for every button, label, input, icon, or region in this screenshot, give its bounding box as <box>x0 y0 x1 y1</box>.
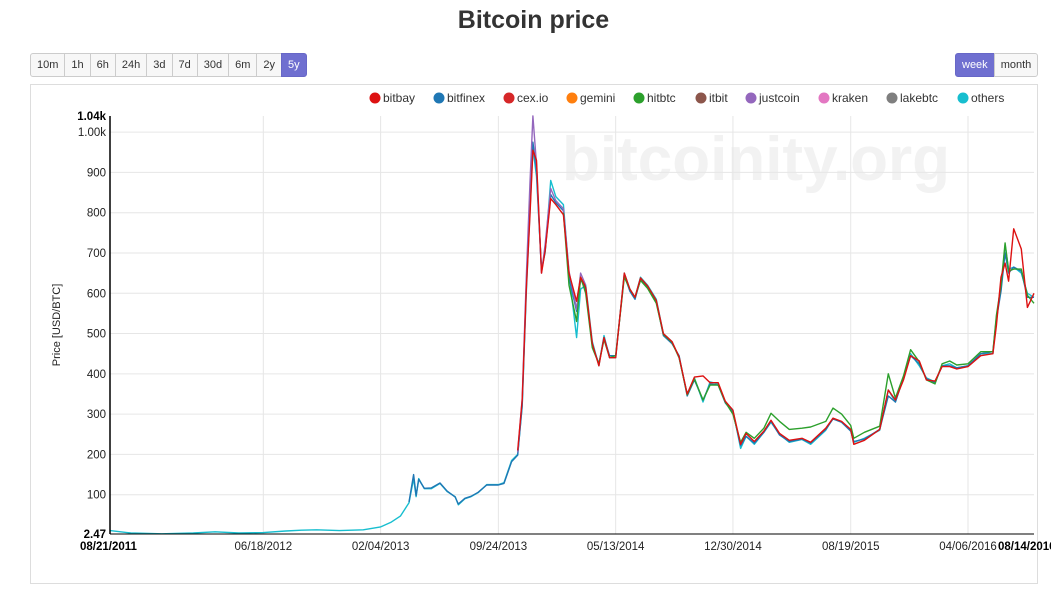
x-tick-label: 04/06/2016 <box>939 541 997 553</box>
legend: bitbay bitfinex cex.io gemini hitbtc itbit jus… <box>369 91 1004 105</box>
legend-marker-itbit[interactable] <box>695 92 707 104</box>
y-tick-label: 600 <box>87 288 106 300</box>
series-line-others <box>109 147 1035 535</box>
y-tick-label: 900 <box>87 167 106 179</box>
y-tick-label: 700 <box>87 248 106 260</box>
series-lines <box>109 115 1035 535</box>
legend-marker-bitbay[interactable] <box>369 92 381 104</box>
y-tick-label: 100 <box>87 490 106 502</box>
range-button-5y[interactable]: 5y <box>281 53 307 77</box>
legend-label-others[interactable]: others <box>971 91 1004 105</box>
series-line-bitfinex <box>408 141 1034 505</box>
watermark: bitcoinity.org <box>562 125 950 194</box>
legend-marker-gemini[interactable] <box>566 92 578 104</box>
legend-label-bitbay[interactable]: bitbay <box>383 91 415 105</box>
y-tick-label: 500 <box>87 329 106 341</box>
legend-marker-kraken[interactable] <box>818 92 830 104</box>
legend-marker-cexio[interactable] <box>503 92 515 104</box>
period-button-group: week month <box>955 53 1039 77</box>
grid-lines <box>110 116 1034 534</box>
x-tick-label: 08/19/2015 <box>822 541 880 553</box>
y-tick-label: 300 <box>87 409 106 421</box>
legend-label-itbit[interactable]: itbit <box>709 91 728 105</box>
x-tick-label: 05/13/2014 <box>587 541 645 553</box>
y-tick-label: 2.47 <box>84 529 106 541</box>
x-tick-label: 02/04/2013 <box>352 541 410 553</box>
legend-marker-bitfinex[interactable] <box>433 92 445 104</box>
series-line-hitbtc <box>562 212 1035 443</box>
x-tick-label: 08/21/2011 <box>80 541 138 553</box>
range-button-6m[interactable]: 6m <box>228 53 258 77</box>
range-button-2y[interactable]: 2y <box>256 53 283 77</box>
legend-marker-hitbtc[interactable] <box>633 92 645 104</box>
legend-label-lakebtc[interactable]: lakebtc <box>900 91 938 105</box>
chart-panel <box>30 84 1038 584</box>
legend-label-hitbtc[interactable]: hitbtc <box>647 91 676 105</box>
y-tick-label: 1.00k <box>78 127 106 139</box>
legend-marker-justcoin[interactable] <box>745 92 757 104</box>
legend-marker-lakebtc[interactable] <box>886 92 898 104</box>
y-tick-label: 1.04k <box>77 111 106 123</box>
period-button-month[interactable]: month <box>993 53 1039 77</box>
x-tick-label: 12/30/2014 <box>704 541 762 553</box>
y-axis-title: Price [USD/BTC] <box>51 284 63 367</box>
range-button-group: 10m 1h 6h 24h 3d 7d 30d 6m 2y 5y <box>30 53 307 77</box>
y-tick-label: 400 <box>87 369 106 381</box>
legend-label-bitfinex[interactable]: bitfinex <box>447 91 485 105</box>
y-tick-label: 200 <box>87 449 106 461</box>
series-line-bitbay <box>517 149 1035 451</box>
x-tick-label: 09/24/2013 <box>470 541 528 553</box>
legend-label-kraken[interactable]: kraken <box>832 91 868 105</box>
range-button-6h[interactable]: 6h <box>89 53 116 77</box>
legend-marker-others[interactable] <box>957 92 969 104</box>
axes: 1.04k 1.00k 900 800 700 600 500 400 300 200 100 2.4… <box>51 111 1051 553</box>
legend-label-cexio[interactable]: cex.io <box>517 91 549 105</box>
period-button-week[interactable]: week <box>955 53 995 77</box>
x-tick-label: 08/14/2016 <box>998 541 1051 553</box>
page-title: Bitcoin price <box>457 6 610 34</box>
range-button-10m[interactable]: 10m <box>30 53 66 77</box>
legend-label-justcoin[interactable]: justcoin <box>758 91 800 105</box>
y-tick-label: 800 <box>87 208 106 220</box>
range-button-30d[interactable]: 30d <box>196 53 230 77</box>
legend-label-gemini[interactable]: gemini <box>580 91 615 105</box>
x-tick-label: 06/18/2012 <box>235 541 293 553</box>
